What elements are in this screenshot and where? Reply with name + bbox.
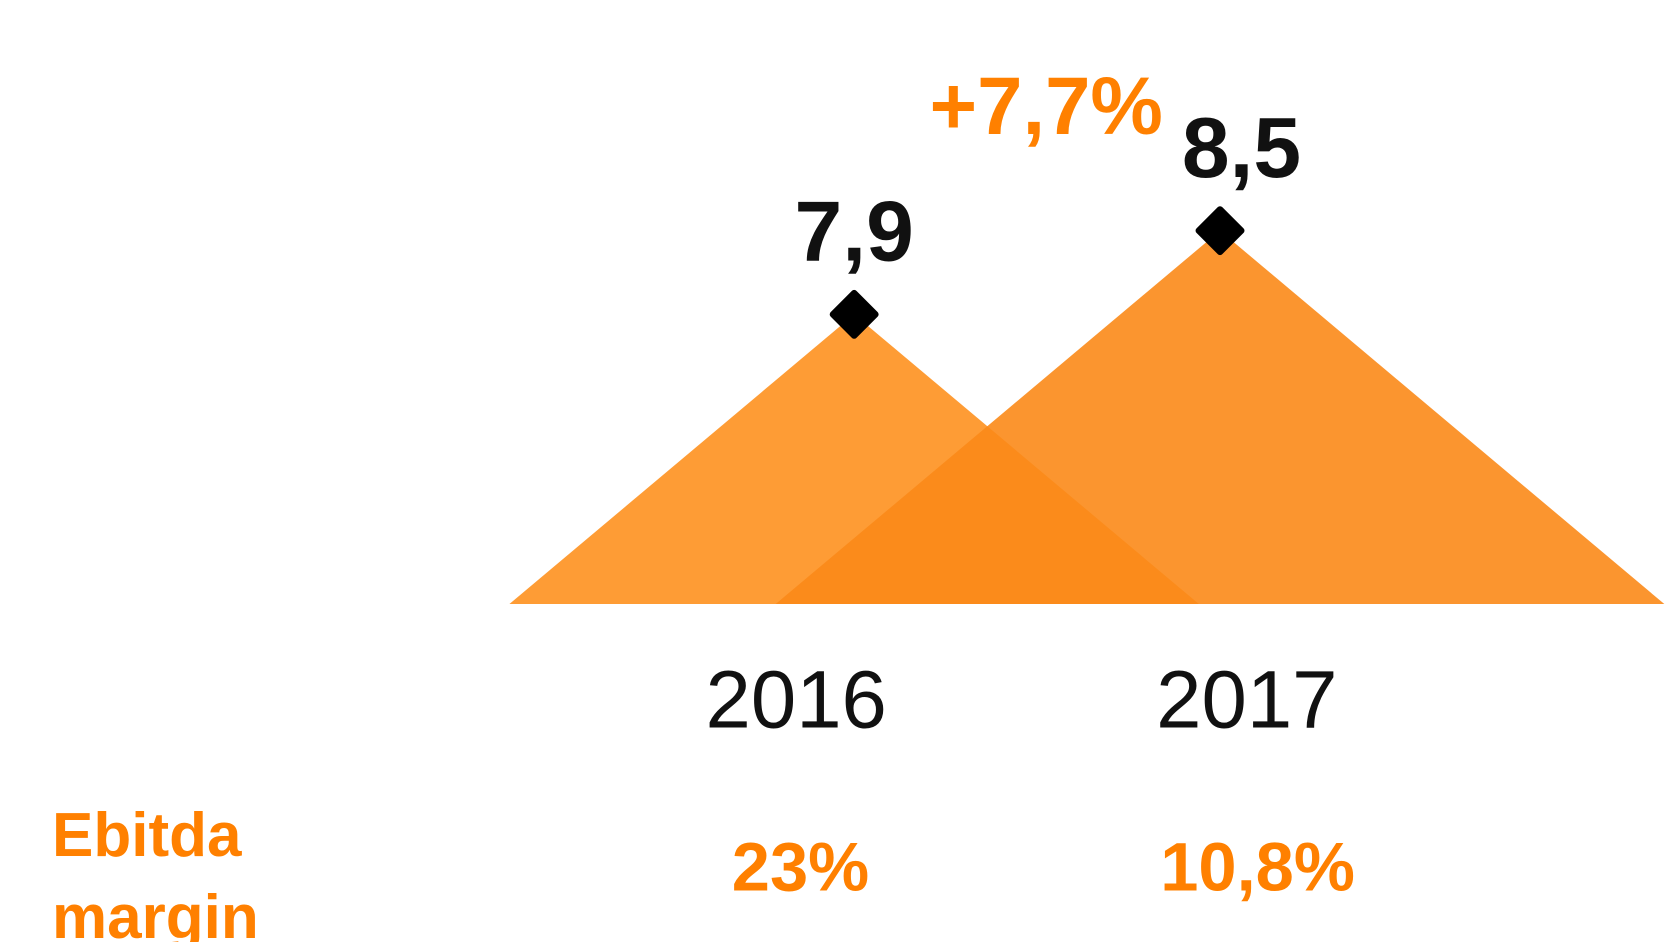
margin-value: 10,8% <box>1160 829 1355 906</box>
value-label: 7,9 <box>795 184 914 280</box>
mountain <box>775 230 1665 605</box>
x-tick-label: 2017 <box>1156 654 1337 745</box>
x-tick-label: 2016 <box>706 654 887 745</box>
value-label: 8,5 <box>1182 100 1301 196</box>
growth-annotation: +7,7% <box>930 61 1163 152</box>
margin-value: 23% <box>732 829 869 906</box>
margin-label: Ebitda margin <box>52 801 259 942</box>
peak-marker <box>1195 206 1245 256</box>
peak-marker <box>829 289 879 339</box>
